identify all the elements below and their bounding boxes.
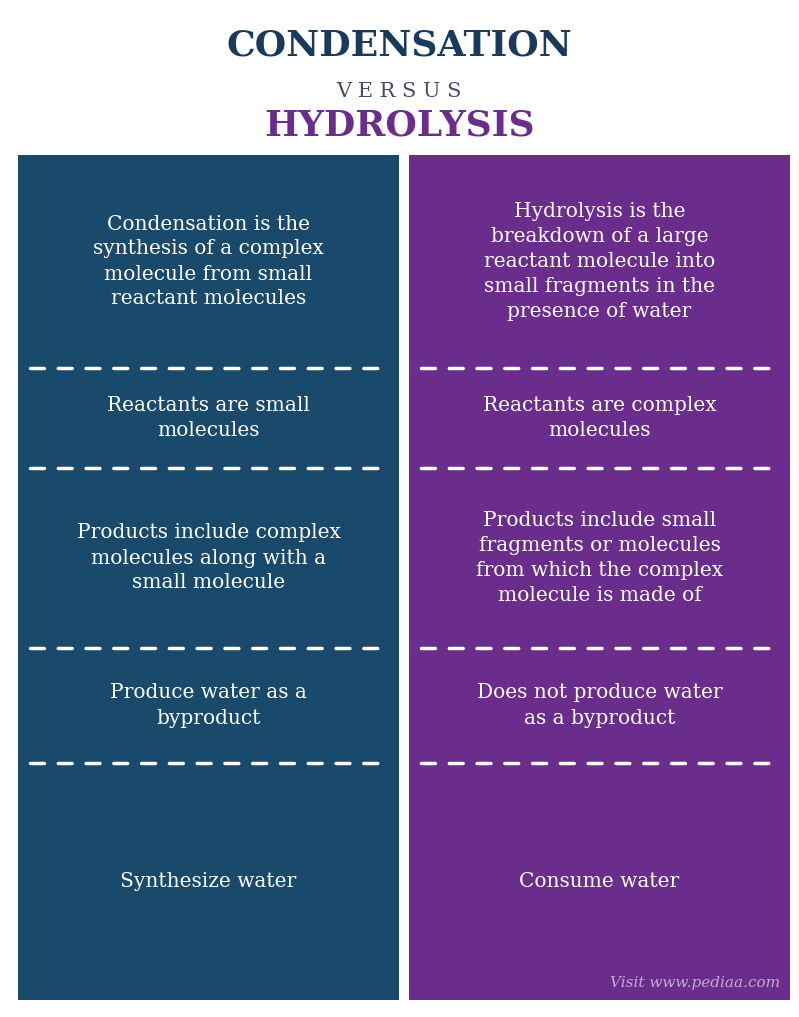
Bar — [409, 468, 790, 648]
Bar — [18, 648, 399, 763]
Bar — [18, 763, 399, 1000]
Text: Consume water: Consume water — [519, 872, 680, 891]
Text: Produce water as a
byproduct: Produce water as a byproduct — [110, 683, 307, 727]
Text: Reactants are small
molecules: Reactants are small molecules — [107, 396, 310, 440]
Text: Products include small
fragments or molecules
from which the complex
molecule is: Products include small fragments or mole… — [476, 511, 723, 605]
Text: Hydrolysis is the
breakdown of a large
reactant molecule into
small fragments in: Hydrolysis is the breakdown of a large r… — [484, 202, 715, 321]
Text: Synthesize water: Synthesize water — [121, 872, 296, 891]
Text: Products include complex
molecules along with a
small molecule: Products include complex molecules along… — [77, 524, 340, 593]
Bar — [409, 648, 790, 763]
Text: CONDENSATION: CONDENSATION — [226, 28, 572, 62]
Text: Condensation is the
synthesis of a complex
molecule from small
reactant molecule: Condensation is the synthesis of a compl… — [93, 215, 324, 308]
Text: Reactants are complex
molecules: Reactants are complex molecules — [483, 396, 717, 440]
Bar — [409, 155, 790, 368]
Text: Visit www.pediaa.com: Visit www.pediaa.com — [610, 976, 780, 990]
Text: V E R S U S: V E R S U S — [336, 82, 462, 101]
Text: Does not produce water
as a byproduct: Does not produce water as a byproduct — [477, 683, 722, 727]
Bar — [409, 368, 790, 468]
Bar — [18, 468, 399, 648]
Bar — [18, 155, 399, 368]
Bar — [18, 368, 399, 468]
Text: HYDROLYSIS: HYDROLYSIS — [264, 108, 535, 142]
Bar — [409, 763, 790, 1000]
